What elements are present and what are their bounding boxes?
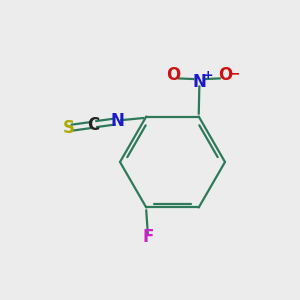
- Text: N: N: [111, 112, 125, 130]
- Text: O: O: [166, 66, 180, 84]
- Text: C: C: [87, 116, 99, 134]
- Text: S: S: [62, 119, 74, 137]
- Text: −: −: [229, 66, 241, 80]
- Text: O: O: [219, 66, 233, 84]
- Text: N: N: [192, 73, 206, 91]
- Text: F: F: [142, 229, 153, 247]
- Text: +: +: [202, 69, 213, 82]
